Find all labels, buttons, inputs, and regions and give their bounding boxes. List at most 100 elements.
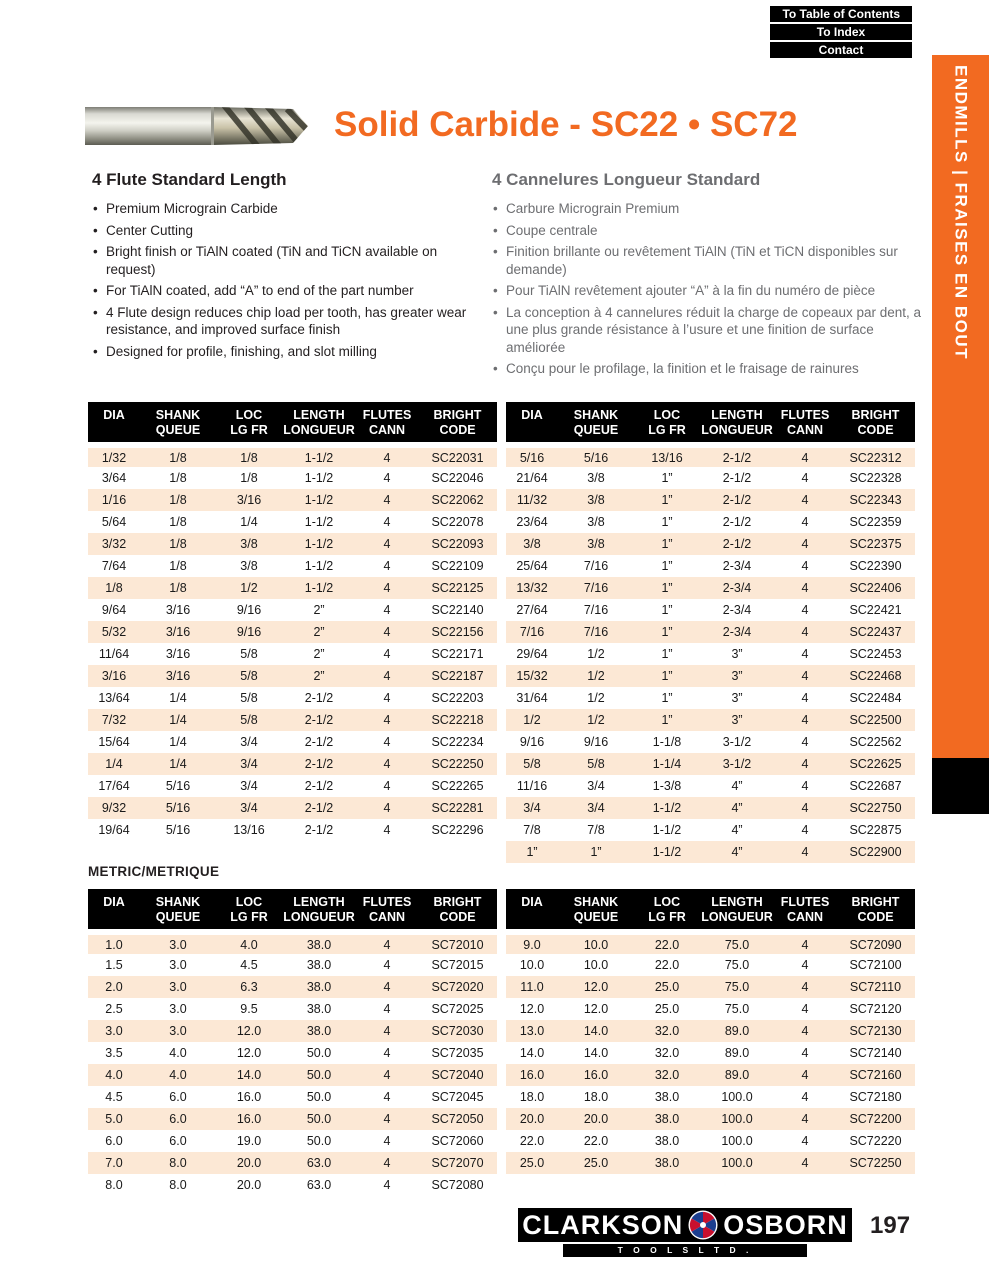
table-cell: 1” (661, 669, 673, 683)
table-cell: 3/16 (165, 625, 191, 639)
table-cell: 5/16 (165, 779, 191, 793)
table-cell: 3/16 (236, 493, 262, 507)
table-cell: SC72140 (849, 1046, 902, 1060)
table-cell: SC72030 (431, 1024, 484, 1038)
table-cell: SC72160 (849, 1068, 902, 1082)
table-cell: 5/16 (165, 823, 191, 837)
table-cell: 4 (801, 691, 809, 705)
table-cell: 75.0 (724, 958, 750, 972)
table-cell: 4 (383, 669, 391, 683)
bullet-item: For TiAlN coated, add “A” to end of the … (92, 282, 484, 300)
table-cell: SC22359 (849, 515, 902, 529)
table-cell: 3/8 (523, 537, 541, 551)
table-row: 16.0 16.0 32.0 89.0 4 SC72160 (506, 1064, 915, 1086)
table-row: 7/64 1/8 3/8 1-1/2 4 SC22109 (88, 555, 497, 577)
table-cell: 2” (313, 603, 325, 617)
table-cell: 7/16 (583, 603, 609, 617)
table-cell: 1-3/8 (652, 779, 682, 793)
features-english: 4 Flute Standard Length Premium Microgra… (92, 170, 484, 364)
table-cell: 3.0 (169, 1002, 187, 1016)
table-cell: 22.0 (519, 1134, 545, 1148)
table-cell: 1.0 (105, 937, 123, 952)
table-cell: 2-1/2 (722, 537, 752, 551)
table-cell: 25.0 (583, 1156, 609, 1170)
table-cell: SC72220 (849, 1134, 902, 1148)
table-cell: 4 (801, 559, 809, 573)
table-cell: SC22500 (849, 713, 902, 727)
table-row: 13/32 7/16 1” 2-3/4 4 SC22406 (506, 577, 915, 599)
table-cell: SC22687 (849, 779, 902, 793)
table-cell: 9/64 (101, 603, 127, 617)
header-row: DIA SHANK QUEUE LOC LG FR LENGTH LONGUEUR FLUT… (506, 889, 915, 935)
column-header: LOC LG FR (216, 889, 282, 935)
bullet-item: Premium Micrograin Carbide (92, 200, 484, 218)
table-cell: 4 (801, 1156, 809, 1170)
table-cell: SC72020 (431, 980, 484, 994)
table-cell: SC22265 (431, 779, 484, 793)
table-cell: 2” (313, 647, 325, 661)
table-cell: SC22109 (431, 559, 484, 573)
table-row: 11/16 3/4 1-3/8 4” 4 SC22687 (506, 775, 915, 797)
table-cell: 11/16 (516, 779, 548, 793)
table-row: 7.0 8.0 20.0 63.0 4 SC72070 (88, 1152, 497, 1174)
table-cell: 3.0 (169, 958, 187, 972)
table-cell: 7/16 (583, 581, 609, 595)
column-header: LENGTH LONGUEUR (282, 402, 356, 448)
logo-main-bar: CLARKSON OSBORN (518, 1208, 852, 1242)
table-cell: 32.0 (654, 1046, 680, 1060)
table-row: 3.0 3.0 12.0 38.0 4 SC72030 (88, 1020, 497, 1042)
table-row: 21/64 3/8 1” 2-1/2 4 SC22328 (506, 467, 915, 489)
table-cell: 20.0 (236, 1178, 262, 1192)
table-cell: SC22312 (849, 450, 902, 465)
nav-buttons: To Table of Contents To Index Contact (770, 6, 912, 58)
table-cell: 5/8 (240, 669, 258, 683)
table-cell: 3/8 (587, 515, 605, 529)
table-row: 5/64 1/8 1/4 1-1/2 4 SC22078 (88, 511, 497, 533)
pinwheel-logo-icon (688, 1210, 718, 1240)
table-cell: 3/4 (587, 779, 605, 793)
table-row: 11/64 3/16 5/8 2” 4 SC22171 (88, 643, 497, 665)
table-cell: 1-1/2 (304, 493, 334, 507)
table-cell: 1” (661, 647, 673, 661)
inch-table-left: DIA SHANK QUEUE LOC LG FR LENGTH LONGUEUR FLUT… (88, 402, 497, 841)
table-row: 5/32 3/16 9/16 2” 4 SC22156 (88, 621, 497, 643)
table-cell: 6.0 (169, 1090, 187, 1104)
endmill-photo (85, 98, 310, 154)
table-row: 2.5 3.0 9.5 38.0 4 SC72025 (88, 998, 497, 1020)
brand-clarkson: CLARKSON (522, 1209, 684, 1240)
table-cell: 1-1/2 (304, 515, 334, 529)
table-cell: SC22078 (431, 515, 484, 529)
to-table-of-contents-button[interactable]: To Table of Contents (770, 6, 912, 22)
table-cell: 18.0 (583, 1090, 609, 1104)
table-cell: 4 (383, 801, 391, 815)
table-cell: 100.0 (721, 1090, 753, 1104)
table-cell: 14.0 (236, 1068, 262, 1082)
table-cell: 4 (801, 757, 809, 771)
table-cell: 1” (661, 603, 673, 617)
table-cell: 4 (801, 625, 809, 639)
table-cell: 3/16 (165, 669, 191, 683)
table-cell: SC22125 (431, 581, 484, 595)
to-index-button[interactable]: To Index (770, 24, 912, 40)
table-cell: 4 (383, 980, 391, 994)
table-cell: 9/16 (236, 603, 262, 617)
table-cell: 100.0 (721, 1112, 753, 1126)
table-cell: SC22234 (431, 735, 484, 749)
features-heading-en: 4 Flute Standard Length (92, 170, 287, 189)
table-cell: 5/16 (583, 450, 609, 465)
table-cell: 3” (731, 669, 743, 683)
table-cell: 1” (661, 471, 673, 485)
table-cell: 50.0 (306, 1068, 332, 1082)
contact-button[interactable]: Contact (770, 42, 912, 58)
table-row: 1/4 1/4 3/4 2-1/2 4 SC22250 (88, 753, 497, 775)
table-cell: SC22328 (849, 471, 902, 485)
table-cell: 38.0 (654, 1156, 680, 1170)
table-cell: 19.0 (236, 1134, 262, 1148)
table-cell: 50.0 (306, 1046, 332, 1060)
table-row: 6.0 6.0 19.0 50.0 4 SC72060 (88, 1130, 497, 1152)
table-cell: 4 (801, 1112, 809, 1126)
table-row: 2.0 3.0 6.3 38.0 4 SC72020 (88, 976, 497, 998)
table-row: 9/64 3/16 9/16 2” 4 SC22140 (88, 599, 497, 621)
table-cell: 1/8 (169, 581, 187, 595)
table-cell: 4 (801, 1090, 809, 1104)
